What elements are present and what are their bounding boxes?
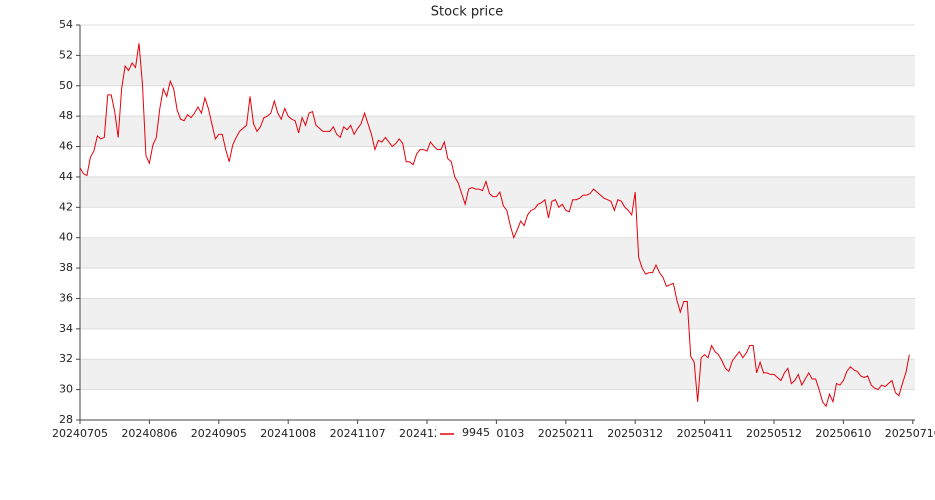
grid-band <box>80 55 915 86</box>
grid-band <box>80 359 915 390</box>
y-tick-label: 42 <box>59 200 73 213</box>
y-tick-label: 32 <box>59 352 73 365</box>
chart-title: Stock price <box>431 5 503 20</box>
grid-band <box>80 176 915 208</box>
grid-band <box>80 237 915 269</box>
x-tick-label: 20240905 <box>191 427 247 440</box>
y-tick-label: 36 <box>59 291 73 304</box>
x-tick-label: 20240705 <box>52 427 108 440</box>
y-tick-label: 52 <box>59 48 73 61</box>
x-tick-label: 20250411 <box>677 427 733 440</box>
y-tick-label: 44 <box>59 170 73 183</box>
y-tick-label: 54 <box>59 18 73 31</box>
x-tick-label: 20241107 <box>330 427 386 440</box>
x-tick-label: 20241008 <box>260 427 316 440</box>
x-tick-label: 20250312 <box>607 427 663 440</box>
y-tick-label: 40 <box>59 231 73 244</box>
x-tick-label: 20240806 <box>121 427 177 440</box>
y-tick-label: 34 <box>59 322 73 335</box>
x-tick-label: 20250211 <box>538 427 594 440</box>
y-tick-label: 50 <box>59 79 73 92</box>
legend-label: 9945 <box>462 426 490 439</box>
y-tick-label: 30 <box>59 383 73 396</box>
y-tick-label: 48 <box>59 109 73 122</box>
y-tick-label: 46 <box>59 140 73 153</box>
y-tick-label: 28 <box>59 413 73 426</box>
grid-band <box>80 298 915 329</box>
legend-box <box>436 425 496 443</box>
x-tick-label: 20250512 <box>746 427 802 440</box>
x-tick-label: 20250710 <box>885 427 935 440</box>
x-tick-label: 20250610 <box>815 427 871 440</box>
grid-band <box>80 116 915 147</box>
y-tick-label: 38 <box>59 261 73 274</box>
price-line <box>79 43 910 408</box>
